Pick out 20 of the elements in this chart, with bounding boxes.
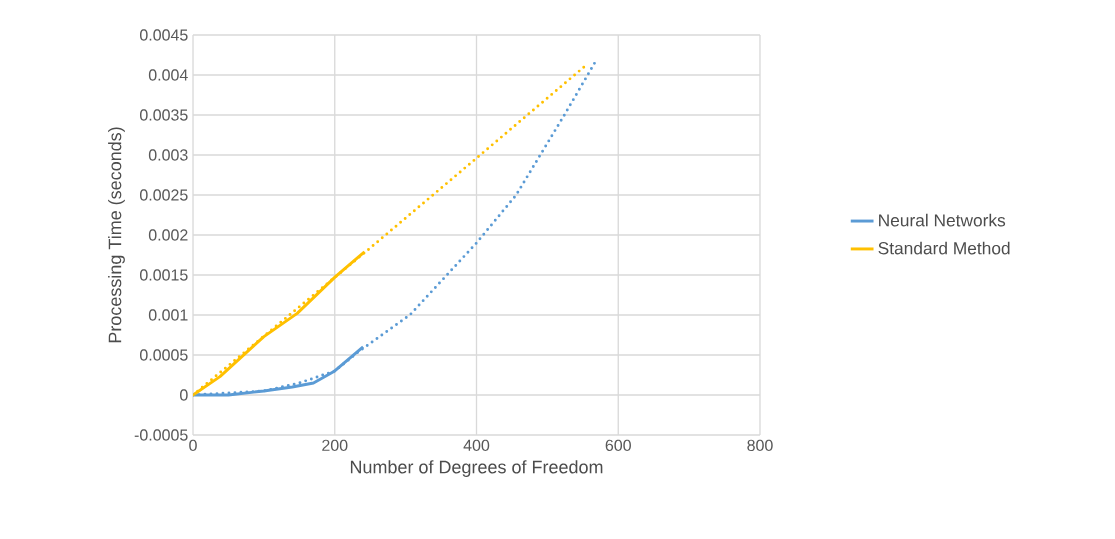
- x-tick-label: 0: [189, 439, 197, 452]
- x-axis-title: Number of Degrees of Freedom: [350, 460, 603, 477]
- x-tick-label: 200: [322, 439, 348, 452]
- y-tick-label: 0.001: [148, 309, 188, 321]
- y-tick-label: 0.003: [148, 149, 188, 161]
- x-tick-label: 600: [605, 439, 631, 452]
- legend-label: Standard Method: [878, 241, 1010, 255]
- y-tick-label: 0.002: [148, 229, 188, 241]
- y-axis-title: Processing Time (seconds): [108, 127, 125, 343]
- x-tick-label: 800: [747, 439, 773, 452]
- y-tick-label: 0.004: [148, 69, 188, 81]
- legend-label: Neural Networks: [879, 213, 1006, 227]
- y-tick-label: 0: [180, 389, 188, 401]
- x-tick-label: 400: [463, 439, 490, 452]
- y-tick-label: 0.0045: [139, 29, 188, 41]
- y-tick-label: -0.0005: [134, 429, 188, 441]
- y-tick-label: 0.0015: [139, 269, 188, 281]
- y-tick-label: 0.0025: [139, 189, 188, 201]
- y-tick-label: 0.0005: [139, 349, 188, 361]
- y-tick-label: 0.0035: [139, 109, 188, 121]
